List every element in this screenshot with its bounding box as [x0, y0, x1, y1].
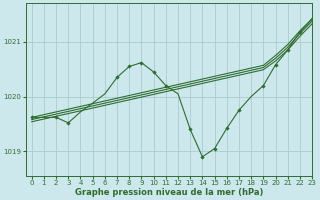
X-axis label: Graphe pression niveau de la mer (hPa): Graphe pression niveau de la mer (hPa): [75, 188, 263, 197]
